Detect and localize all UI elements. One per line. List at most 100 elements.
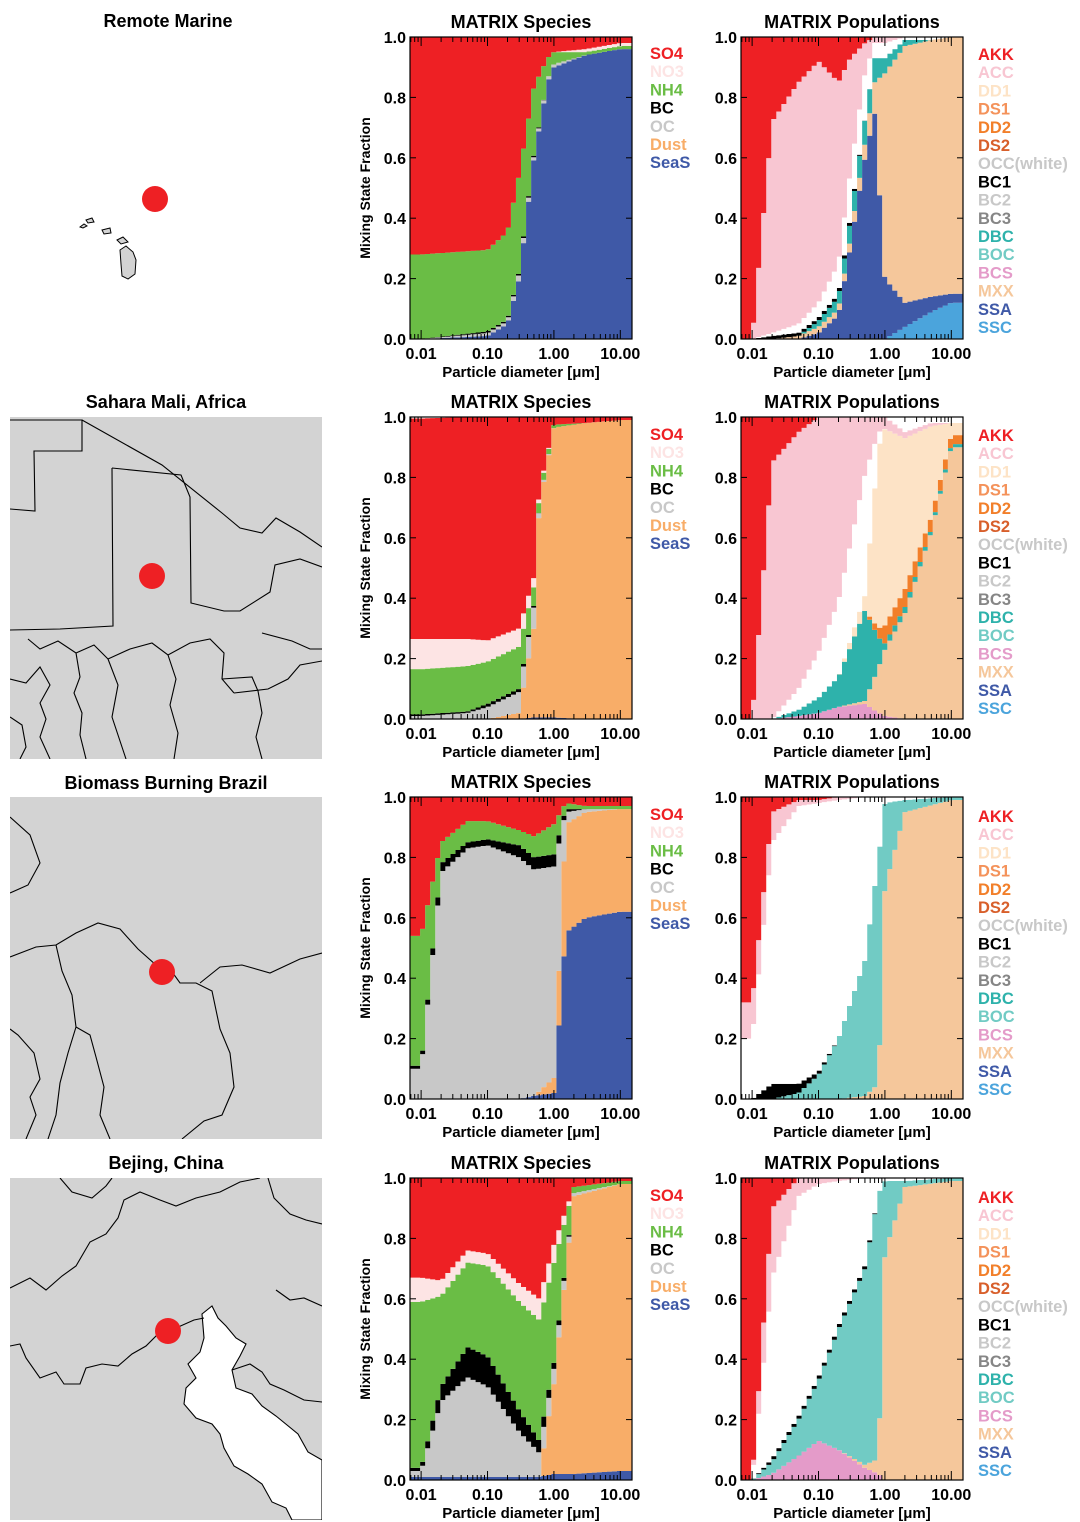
legend-item: SSA	[978, 682, 1012, 700]
legend-item: ACC	[978, 1207, 1014, 1225]
legend-item: SSA	[978, 1063, 1012, 1081]
legend-item: DS2	[978, 137, 1010, 155]
map-beijing-china	[10, 1178, 322, 1520]
y-tick-label: 0.8	[384, 470, 406, 487]
y-tick-label: 1.0	[384, 790, 406, 807]
x-tick-label: 0.01	[406, 346, 437, 363]
border-line	[10, 1178, 261, 1291]
border-line	[47, 944, 77, 1139]
x-axis-label: Particle diameter [μm]	[442, 744, 600, 761]
legend-item: SO4	[650, 1187, 684, 1205]
border-line	[10, 716, 27, 759]
y-tick-label: 0.6	[715, 531, 737, 548]
y-tick-label: 0.8	[384, 90, 406, 107]
border-line	[75, 1026, 111, 1139]
legend: AKKACCDD1DS1DD2DS2OCC(white)BC1BC2BC3DBC…	[978, 46, 1068, 337]
x-axis-label: Particle diameter [μm]	[773, 744, 931, 761]
y-tick-label: 0.2	[715, 1032, 737, 1049]
x-tick-label: 0.01	[737, 346, 768, 363]
x-tick-label: 10.00	[931, 1106, 971, 1123]
chart-title: MATRIX Populations	[764, 772, 940, 792]
legend-item: BCS	[978, 1407, 1013, 1425]
y-tick-label: 0.2	[715, 652, 737, 669]
y-tick-label: 0.4	[715, 971, 737, 988]
legend-item: DS1	[978, 1244, 1010, 1262]
border-line	[261, 632, 322, 650]
legend-item: BCS	[978, 1026, 1013, 1044]
series-ssc	[741, 302, 963, 339]
legend-item: BOC	[978, 246, 1015, 264]
chart-title: MATRIX Species	[451, 1153, 592, 1173]
x-tick-label: 0.01	[406, 726, 437, 743]
x-tick-label: 0.01	[737, 1106, 768, 1123]
y-tick-label: 0.8	[384, 850, 406, 867]
legend-item: DS2	[978, 1280, 1010, 1298]
legend-item: ACC	[978, 64, 1014, 82]
x-tick-label: 10.00	[931, 346, 971, 363]
legend-item: NO3	[650, 824, 684, 842]
legend-item: BC	[650, 861, 674, 879]
x-axis-label: Particle diameter [μm]	[773, 1124, 931, 1141]
border-line	[221, 676, 263, 759]
x-tick-label: 10.00	[600, 1106, 640, 1123]
legend-item: BC2	[978, 192, 1011, 210]
series-nh4	[410, 46, 632, 340]
site-title: Remote Marine	[103, 11, 232, 31]
series-boc	[741, 1178, 963, 1480]
plot-frame	[409, 36, 633, 340]
y-tick-label: 0.4	[384, 211, 406, 228]
y-tick-label: 0.0	[715, 1092, 737, 1109]
x-axis-label: Particle diameter [μm]	[442, 1505, 600, 1522]
legend-item: SeaS	[650, 1296, 690, 1314]
border-line	[231, 1363, 322, 1403]
border-line	[59, 1178, 113, 1199]
legend-item: Dust	[650, 897, 687, 915]
y-tick-label: 0.0	[715, 332, 737, 349]
y-tick-label: 0.0	[715, 1473, 737, 1490]
legend-item: AKK	[978, 1189, 1014, 1207]
y-axis: 0.0 0.2 0.4 0.6 0.8 1.0	[715, 30, 963, 349]
series-dust	[410, 420, 632, 719]
x-tick-label: 1.00	[869, 726, 900, 743]
y-tick-label: 0.6	[384, 151, 406, 168]
series-mxx	[741, 447, 963, 719]
series-dust	[410, 809, 632, 1099]
legend-item: DD1	[978, 1225, 1011, 1243]
legend-item: SSC	[978, 1462, 1012, 1480]
border-line	[10, 816, 41, 894]
legend-item: BOC	[978, 1008, 1015, 1026]
legend-item: SO4	[650, 426, 684, 444]
row-remote-marine: Remote Marine MATRIX Species 0.0 0.2 0.4 0.6…	[78, 11, 1068, 381]
legend-item: AKK	[978, 427, 1014, 445]
legend-item: DD1	[978, 82, 1011, 100]
legend-item: SO4	[650, 806, 684, 824]
x-axis-label: Particle diameter [μm]	[773, 1505, 931, 1522]
chart-title: MATRIX Populations	[764, 12, 940, 32]
populations-chart-sahara-mali: MATRIX Populations0.00.20.40.60.81.00.01…	[715, 392, 1068, 761]
legend-item: NH4	[650, 842, 684, 860]
series-acc	[741, 417, 963, 719]
populations-chart-biomass-brazil: MATRIX Populations0.00.20.40.60.81.00.01…	[715, 772, 1068, 1141]
legend-item: DS2	[978, 899, 1010, 917]
y-tick-label: 0.4	[715, 591, 737, 608]
series-dust	[410, 1184, 632, 1477]
legend-item: OCC(white)	[978, 536, 1068, 554]
y-tick-label: 0.6	[715, 1292, 737, 1309]
legend-item: SSC	[978, 319, 1012, 337]
series-akk	[741, 417, 963, 719]
y-axis: 0.0 0.2 0.4 0.6 0.8 1.0	[715, 790, 963, 1109]
border-line	[233, 660, 322, 694]
y-tick-label: 1.0	[384, 410, 406, 427]
series-seas	[410, 49, 632, 339]
y-tick-label: 0.4	[715, 1352, 737, 1369]
x-tick-label: 1.00	[869, 346, 900, 363]
legend-item: DS1	[978, 482, 1010, 500]
y-tick-label: 1.0	[715, 1171, 737, 1188]
y-tick-label: 0.6	[384, 911, 406, 928]
legend-item: BC1	[978, 935, 1011, 953]
series-occ-white-	[741, 1178, 963, 1480]
